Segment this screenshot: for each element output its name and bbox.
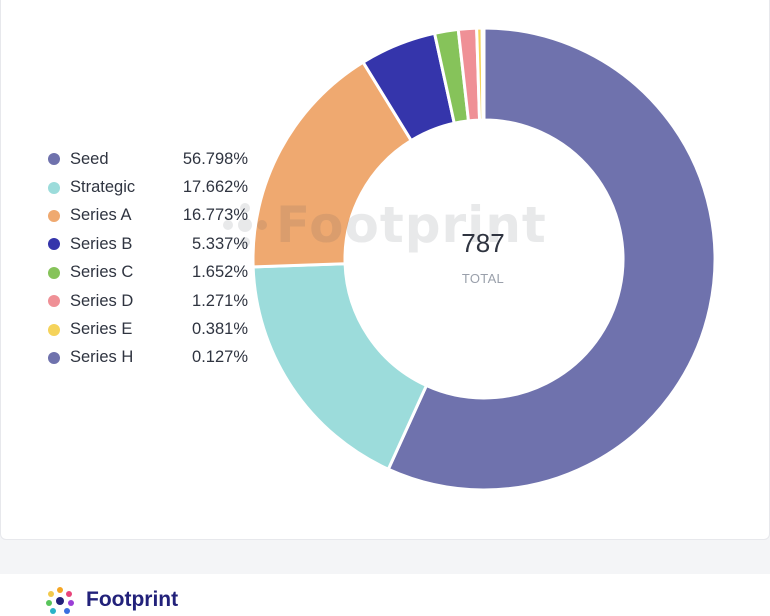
footer [0,574,770,616]
legend-percent-value: 56.798% [182,149,248,168]
legend-color-dot [48,181,60,194]
legend-item[interactable]: Seed 56.798% [48,145,248,173]
legend-color-dot [48,295,60,308]
legend-item[interactable]: Series C 1.652% [48,259,248,287]
legend-percent-value: 16.773% [182,206,248,225]
legend-series-name: Series H [70,348,134,367]
footer-brand-name: Footprint [86,588,179,611]
legend-item[interactable]: Strategic 17.662% [48,173,248,201]
legend-series-name: Strategic [70,178,136,197]
donut-slice-series-h[interactable] [480,26,486,122]
legend-color-dot [48,238,60,251]
legend-item[interactable]: Series E 0.381% [48,315,248,343]
legend-item[interactable]: Series D 1.271% [48,287,248,315]
legend-percent-value: 1.271% [192,291,248,310]
footer-brand[interactable]: Footprint [40,585,178,615]
chart-legend: Seed 56.798% Strategic 17.662% Series A 16.77… [48,145,248,372]
legend-series-name: Series E [70,320,133,339]
legend-percent-value: 0.127% [192,348,248,367]
donut-slice-seed[interactable] [386,26,717,492]
donut-slice-series-a[interactable] [251,60,414,269]
center-total-value: 787 [461,228,505,258]
footprint-logo-icon [46,587,74,614]
legend-color-dot [48,153,60,166]
legend-color-dot [48,351,60,364]
legend-color-dot [48,266,60,279]
legend-series-name: Series C [70,263,134,282]
legend-color-dot [48,323,60,336]
legend-series-name: Series D [70,291,134,310]
legend-percent-value: 0.381% [192,320,248,339]
legend-series-name: Seed [70,149,109,168]
center-total-label: TOTAL [461,271,505,286]
legend-percent-value: 5.337% [192,234,248,253]
legend-series-name: Series B [70,234,133,253]
legend-series-name: Series A [70,206,132,225]
legend-item[interactable]: Series H 0.127% [48,344,248,372]
donut-slice-strategic[interactable] [251,262,429,472]
legend-item[interactable]: Series B 5.337% [48,230,248,258]
legend-percent-value: 1.652% [192,263,248,282]
legend-color-dot [48,209,60,222]
legend-item[interactable]: Series A 16.773% [48,202,248,230]
legend-percent-value: 17.662% [182,178,248,197]
